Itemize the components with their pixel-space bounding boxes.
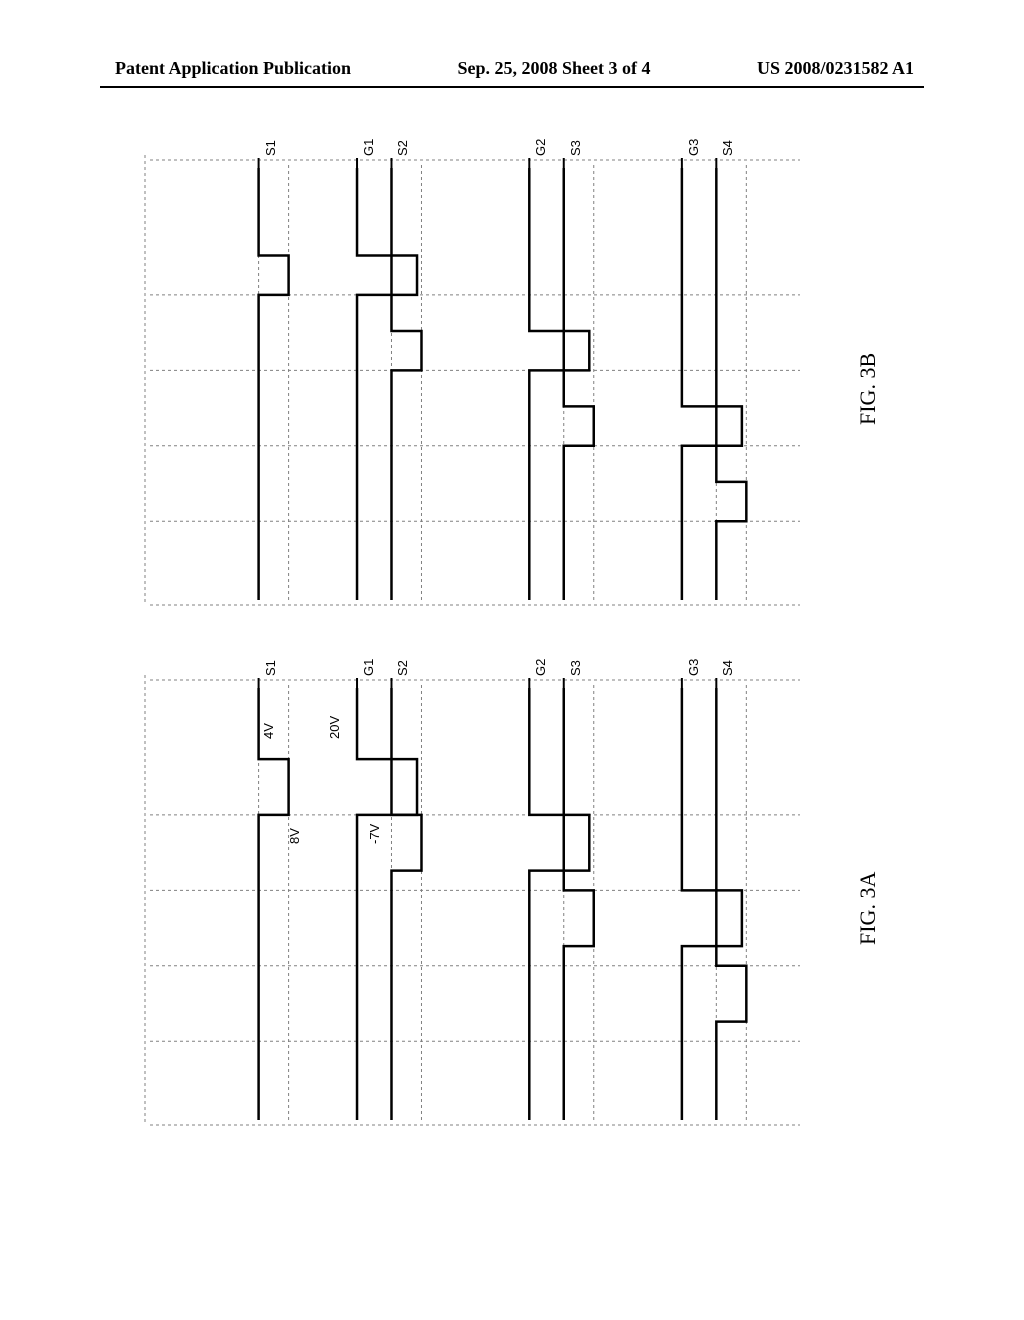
header-right: US 2008/0231582 A1: [757, 58, 914, 79]
signal-label-g1: G1: [361, 139, 376, 156]
header-center: Sep. 25, 2008 Sheet 3 of 4: [458, 58, 651, 79]
figures-area: S1G1S2G2S3G3S4FIG. 3BS1G1S2G2S3G3S44V8V2…: [100, 150, 924, 1170]
voltage-label: 20V: [327, 716, 342, 739]
signal-label-g2: G2: [533, 139, 548, 156]
signal-label-s4: S4: [720, 660, 735, 676]
page-header: Patent Application Publication Sep. 25, …: [0, 58, 1024, 79]
voltage-label: 8V: [287, 828, 302, 844]
signal-label-s2: S2: [395, 660, 410, 676]
signal-label-g3: G3: [686, 139, 701, 156]
figure-caption: FIG. 3B: [855, 353, 881, 425]
signal-label-s4: S4: [720, 140, 735, 156]
signal-label-s1: S1: [263, 140, 278, 156]
voltage-label: 4V: [261, 723, 276, 739]
header-left: Patent Application Publication: [115, 58, 351, 79]
signal-label-g2: G2: [533, 659, 548, 676]
signal-label-g1: G1: [361, 659, 376, 676]
signal-label-g3: G3: [686, 659, 701, 676]
signal-label-s3: S3: [568, 140, 583, 156]
signal-label-s3: S3: [568, 660, 583, 676]
voltage-label: -7V: [367, 824, 382, 844]
timing-diagrams-svg: [100, 150, 924, 1170]
figure-caption: FIG. 3A: [855, 872, 881, 945]
signal-label-s1: S1: [263, 660, 278, 676]
header-rule: [100, 86, 924, 88]
signal-label-s2: S2: [395, 140, 410, 156]
